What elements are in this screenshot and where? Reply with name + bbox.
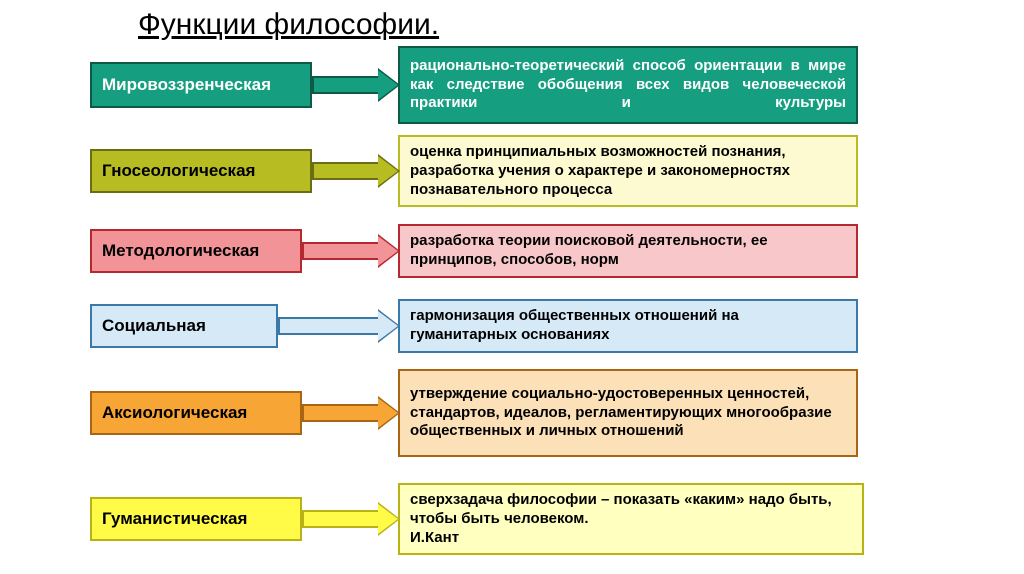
function-description: сверхзадача философии – показать «каким»… (398, 483, 864, 555)
diagram-title: Функции философии. (138, 8, 439, 42)
function-row: Социальная гармонизация общественных отно… (90, 299, 858, 353)
function-label: Социальная (90, 304, 278, 348)
function-row: Гуманистическая сверхзадача философии – п… (90, 483, 864, 555)
function-label: Аксиологическая (90, 391, 302, 435)
arrow-right-icon (312, 156, 398, 186)
function-description: утверждение социально-удостоверенных цен… (398, 369, 858, 457)
function-label: Гносеологическая (90, 149, 312, 193)
function-label: Мировоззренческая (90, 62, 312, 108)
function-description: рационально-теоретический способ ориента… (398, 46, 858, 124)
function-row: Мировоззренческая рационально-теоретическ… (90, 46, 858, 124)
function-row: Аксиологическая утверждение социально-удо… (90, 369, 858, 457)
arrow-right-icon (302, 398, 398, 428)
function-description: оценка принципиальных возможностей позна… (398, 135, 858, 207)
function-label: Гуманистическая (90, 497, 302, 541)
arrow-right-icon (302, 504, 398, 534)
function-row: Гносеологическая оценка принципиальных во… (90, 135, 858, 207)
function-description: разработка теории поисковой деятельности… (398, 224, 858, 278)
arrow-right-icon (312, 70, 398, 100)
function-row: Методологическая разработка теории поиско… (90, 224, 858, 278)
function-description: гармонизация общественных отношений на г… (398, 299, 858, 353)
function-label: Методологическая (90, 229, 302, 273)
arrow-right-icon (302, 236, 398, 266)
arrow-right-icon (278, 311, 398, 341)
